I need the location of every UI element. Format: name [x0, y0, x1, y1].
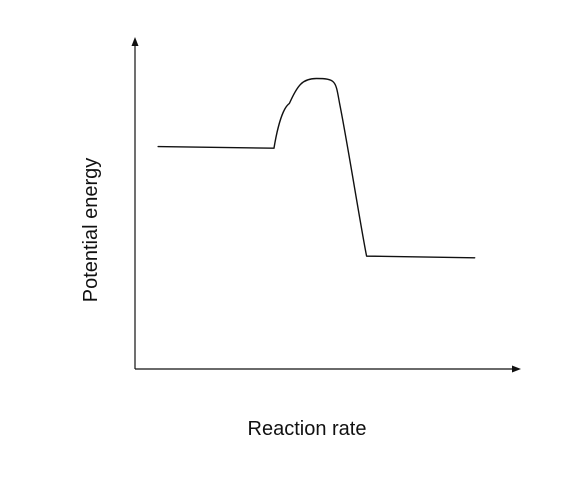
series-layer: [157, 77, 476, 259]
y-axis-arrowhead: [131, 37, 139, 46]
x-axis-label: Reaction rate: [248, 418, 367, 440]
energy-profile-line: [157, 77, 476, 259]
y-axis-label: Potential energy: [80, 158, 102, 303]
x-axis-arrowhead: [512, 365, 521, 373]
